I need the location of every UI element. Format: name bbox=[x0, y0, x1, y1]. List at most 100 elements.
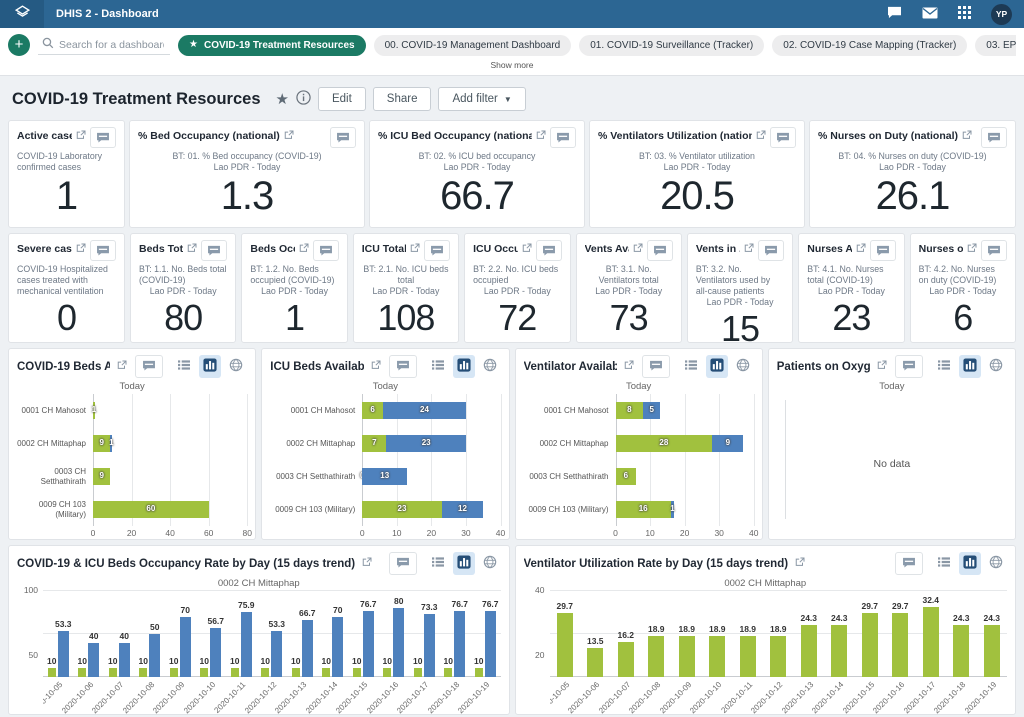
comments-button[interactable] bbox=[646, 240, 673, 261]
card-title: Patients on Oxygen by Ho... bbox=[776, 360, 870, 373]
comments-button[interactable] bbox=[895, 552, 923, 575]
open-in-new-icon[interactable] bbox=[633, 240, 643, 256]
share-button[interactable]: Share bbox=[372, 87, 432, 111]
bar-wrap: 32.4 bbox=[922, 591, 939, 677]
chart-view-button[interactable] bbox=[959, 355, 981, 378]
interpretations-button[interactable] bbox=[887, 6, 902, 22]
gridline bbox=[93, 394, 94, 526]
axis-tick-label: 40 bbox=[165, 528, 175, 538]
chart-view-button[interactable] bbox=[705, 355, 728, 378]
bar-wrap: 18.9 bbox=[648, 591, 665, 677]
dashboard-chip[interactable]: 03. EPICURVE by Province bbox=[975, 34, 1016, 56]
messages-button[interactable] bbox=[922, 7, 938, 22]
comments-button[interactable] bbox=[981, 240, 1007, 261]
open-in-new-icon[interactable] bbox=[967, 240, 977, 256]
open-in-new-icon[interactable] bbox=[756, 127, 766, 143]
chat-icon bbox=[902, 359, 916, 374]
user-avatar[interactable]: YP bbox=[991, 3, 1012, 25]
dashboard-chip[interactable]: 02. COVID-19 Case Mapping (Tracker) bbox=[772, 34, 968, 56]
comments-button[interactable] bbox=[770, 127, 796, 148]
chart-cards-row-2: COVID-19 & ICU Beds Occupancy Rate by Da… bbox=[8, 545, 1016, 715]
apps-menu-button[interactable] bbox=[958, 6, 971, 22]
bar bbox=[739, 636, 756, 677]
search-input[interactable] bbox=[59, 38, 164, 51]
table-view-button[interactable] bbox=[680, 356, 702, 377]
dashboard-chip[interactable]: ★ COVID-19 Treatment Resources bbox=[178, 34, 366, 56]
table-view-button[interactable] bbox=[933, 553, 955, 574]
open-in-new-icon[interactable] bbox=[362, 557, 372, 570]
gridline bbox=[170, 394, 172, 526]
chart-view-button[interactable] bbox=[199, 355, 222, 378]
map-view-button[interactable] bbox=[479, 552, 501, 575]
open-in-new-icon[interactable] bbox=[877, 360, 887, 373]
subtitle-line: Lao PDR - Today bbox=[483, 285, 551, 296]
open-in-new-icon[interactable] bbox=[410, 240, 420, 256]
comments-button[interactable] bbox=[424, 240, 451, 261]
chart-view-button[interactable] bbox=[452, 552, 475, 575]
comments-button[interactable] bbox=[981, 127, 1007, 148]
edit-button[interactable]: Edit bbox=[317, 87, 366, 111]
table-view-button[interactable] bbox=[427, 356, 449, 377]
comments-button[interactable] bbox=[895, 355, 923, 378]
comments-button[interactable] bbox=[330, 127, 356, 148]
comments-button[interactable] bbox=[388, 355, 417, 378]
value-card: % Nurses on Duty (national) BT: 04. % Nur… bbox=[809, 120, 1016, 228]
dashboard-chip[interactable]: 01. COVID-19 Surveillance (Tracker) bbox=[579, 34, 765, 56]
open-in-new-icon[interactable] bbox=[371, 360, 381, 373]
open-in-new-icon[interactable] bbox=[856, 240, 866, 256]
map-view-button[interactable] bbox=[985, 355, 1007, 378]
chart-view-button[interactable] bbox=[452, 355, 475, 378]
bar-group: 16.2 bbox=[611, 591, 642, 677]
open-in-new-icon[interactable] bbox=[117, 360, 127, 373]
bar bbox=[169, 668, 178, 677]
comments-button[interactable] bbox=[135, 355, 164, 378]
map-view-button[interactable] bbox=[479, 355, 501, 378]
show-more-toggle[interactable]: Show more bbox=[490, 60, 534, 70]
open-in-new-icon[interactable] bbox=[299, 240, 309, 256]
open-in-new-icon[interactable] bbox=[536, 127, 546, 143]
comments-button[interactable] bbox=[90, 240, 116, 261]
open-in-new-icon[interactable] bbox=[76, 240, 86, 256]
bar-wrap: 24.3 bbox=[831, 591, 848, 677]
dhis2-logo[interactable] bbox=[0, 0, 44, 28]
dashboard-search[interactable] bbox=[38, 35, 170, 55]
chip-label: COVID-19 Treatment Resources bbox=[203, 39, 355, 51]
comments-button[interactable] bbox=[550, 127, 576, 148]
map-view-button[interactable] bbox=[225, 355, 247, 378]
chart-card: ICU Beds Availability by Hos... Today 0001… bbox=[261, 348, 510, 540]
open-in-new-icon[interactable] bbox=[795, 557, 805, 570]
comments-button[interactable] bbox=[388, 552, 417, 575]
open-in-new-icon[interactable] bbox=[744, 240, 754, 256]
table-view-button[interactable] bbox=[427, 553, 449, 574]
open-in-new-icon[interactable] bbox=[76, 127, 86, 143]
comments-button[interactable] bbox=[758, 240, 785, 261]
comments-button[interactable] bbox=[90, 127, 116, 148]
open-in-new-icon[interactable] bbox=[522, 240, 532, 256]
comments-button[interactable] bbox=[869, 240, 896, 261]
info-icon[interactable] bbox=[296, 90, 311, 108]
star-icon[interactable]: ★ bbox=[275, 91, 289, 108]
chart-view-button[interactable] bbox=[959, 552, 981, 575]
open-in-new-icon[interactable] bbox=[284, 127, 294, 143]
comments-button[interactable] bbox=[535, 240, 562, 261]
bar-label: 6 bbox=[623, 471, 629, 480]
comments-button[interactable] bbox=[641, 355, 670, 378]
open-in-new-icon[interactable] bbox=[962, 127, 972, 143]
table-view-button[interactable] bbox=[173, 356, 195, 377]
bar bbox=[240, 611, 252, 677]
open-in-new-icon[interactable] bbox=[187, 240, 197, 256]
map-view-button[interactable] bbox=[985, 552, 1007, 575]
table-view-button[interactable] bbox=[933, 356, 955, 377]
comments-button[interactable] bbox=[312, 240, 339, 261]
dashboard-chip[interactable]: 00. COVID-19 Management Dashboard bbox=[373, 34, 572, 56]
card-title: Active cases bbox=[17, 130, 72, 142]
axis-tick-label: 100 bbox=[23, 585, 38, 595]
chart-subtitle: Today bbox=[625, 381, 652, 392]
open-in-new-icon[interactable] bbox=[624, 360, 634, 373]
new-dashboard-button[interactable]: + bbox=[8, 34, 30, 56]
card-header: Patients on Oxygen by Ho... bbox=[777, 355, 1007, 378]
comments-button[interactable] bbox=[201, 240, 228, 261]
add-filter-button[interactable]: Add filter ▼ bbox=[438, 87, 526, 111]
card-subtitle: COVID-19 Hospitalized cases treated with… bbox=[17, 264, 116, 297]
map-view-button[interactable] bbox=[732, 355, 754, 378]
